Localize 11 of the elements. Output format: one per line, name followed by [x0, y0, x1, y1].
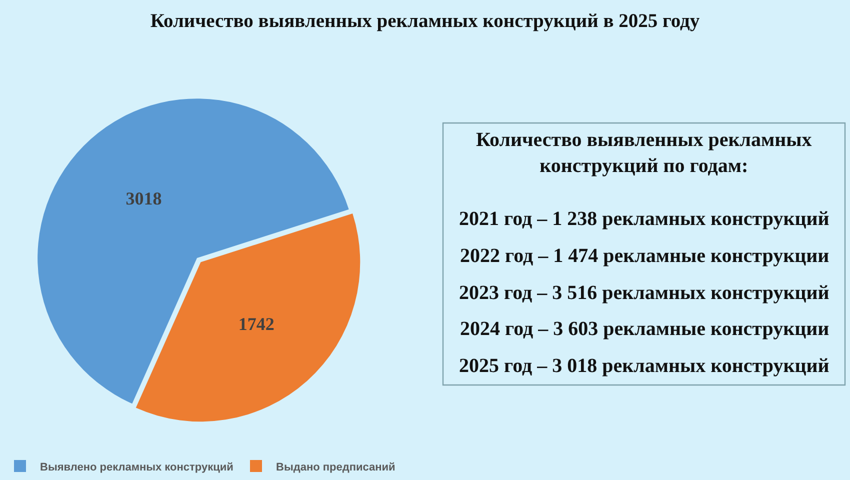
legend-label: Выдано предписаний	[276, 461, 396, 474]
text: 2024 год – 3 603 рекламные конструкции	[460, 318, 830, 340]
text: 2023 год – 3 516 рекламных конструкций	[459, 282, 830, 304]
chart-title: Количество выявленных рекламных конструкций в 2025 году	[150, 10, 700, 32]
text: 2025 год – 3 018 рекламных конструкций	[459, 355, 830, 377]
legend-label: Выявлено рекламных конструкций	[40, 461, 234, 474]
text: Количество выявленных рекламных конструкций по годам:	[476, 129, 812, 177]
data-label: 1742	[238, 314, 274, 334]
text: 2022 год – 1 474 рекламные конструкции	[460, 245, 830, 267]
data-label: 3018	[126, 188, 162, 209]
text: 2021 год – 1 238 рекламных конструкций	[459, 208, 830, 230]
